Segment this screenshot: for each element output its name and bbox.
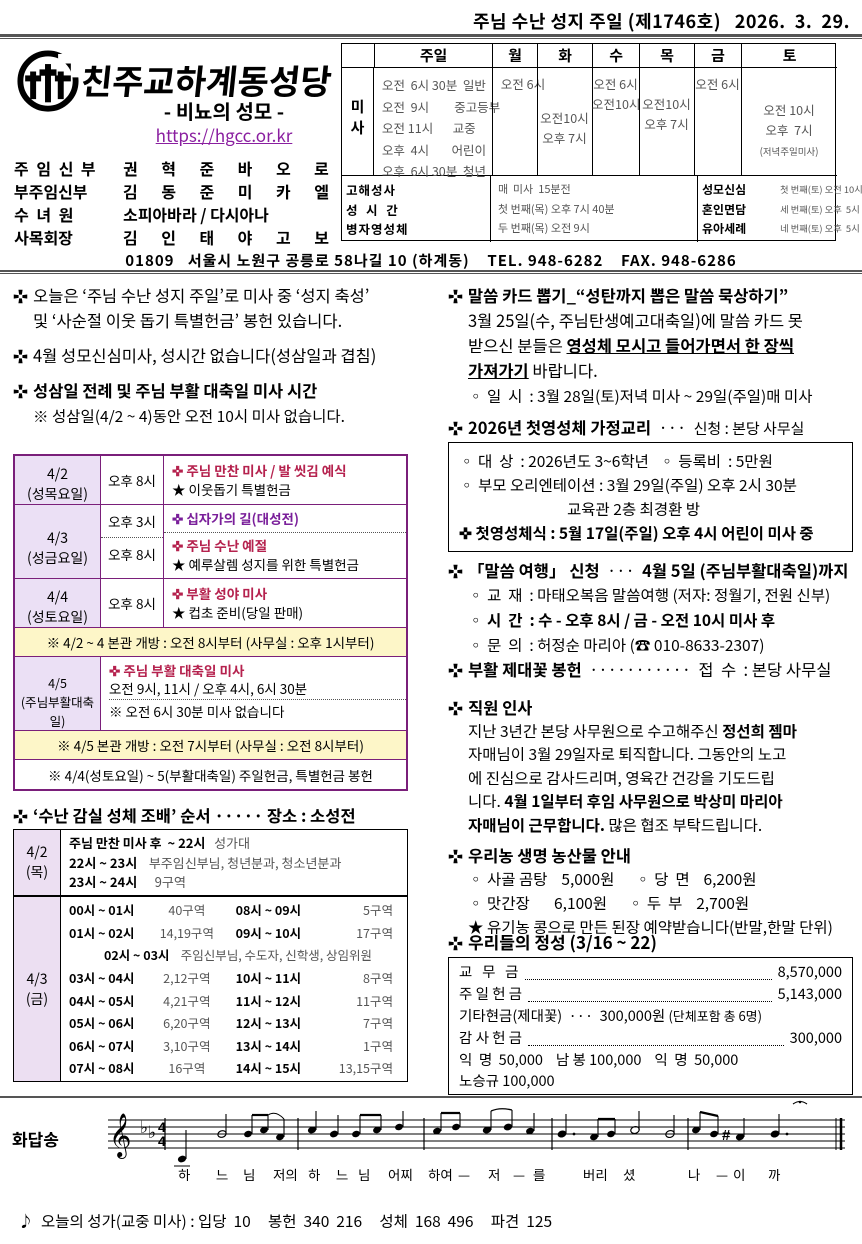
svg-text:♭: ♭ bbox=[148, 1123, 156, 1142]
svg-text:𝄞: 𝄞 bbox=[109, 1114, 131, 1159]
svg-text:♭: ♭ bbox=[140, 1118, 148, 1137]
svg-text:4: 4 bbox=[158, 1133, 166, 1149]
svg-text:#: # bbox=[722, 1127, 731, 1144]
